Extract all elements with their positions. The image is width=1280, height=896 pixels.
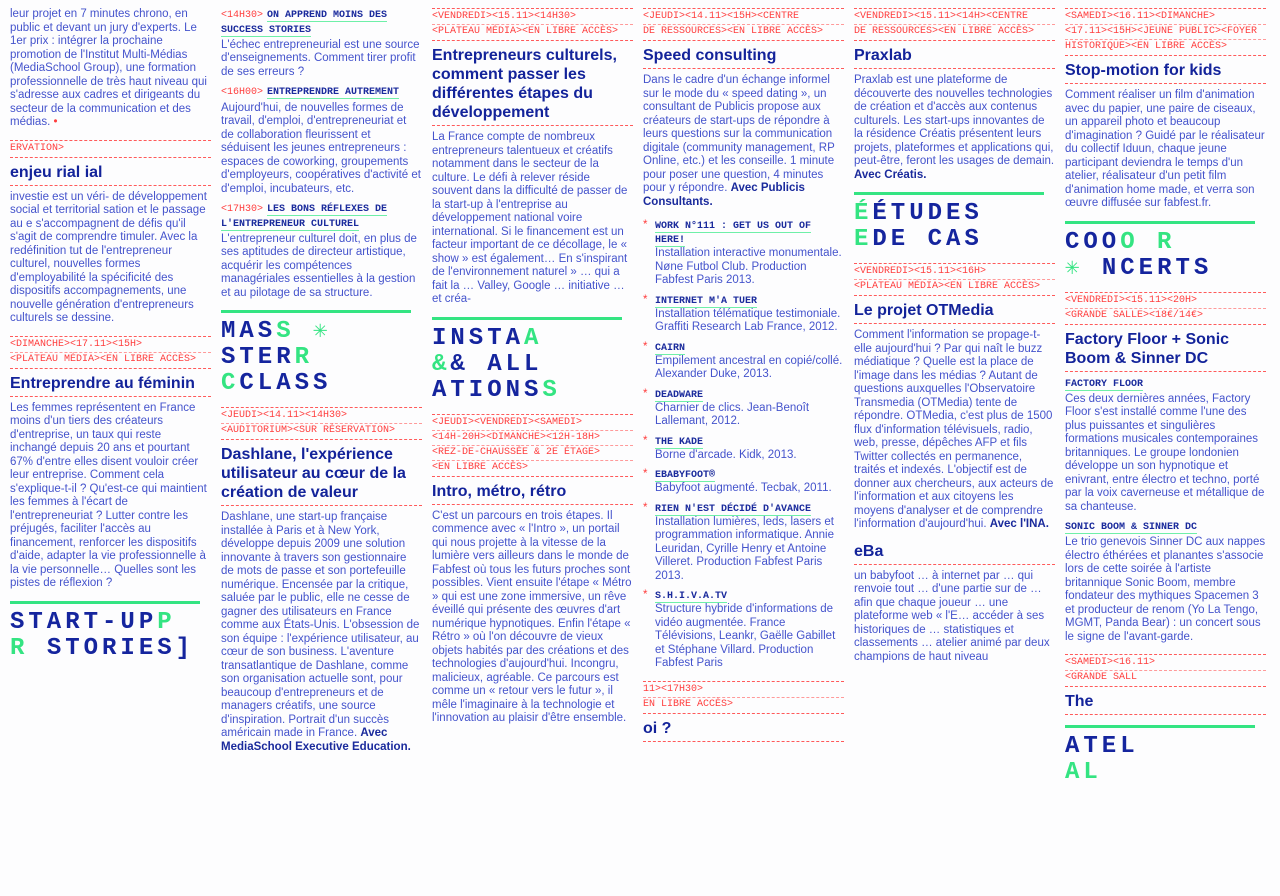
article-title: The [1065,692,1266,715]
work-title: Deadware [655,389,704,402]
stop-motion-article: <SAMEDI><16.11><DIMANCHE> <17.11><15H><JE… [1065,8,1266,211]
work-item: * S.H.I.V.A.TV Structure hybride d'informa… [643,589,844,671]
article-title: Intro, métro, rétro [432,482,633,505]
article-title: Factory Floor + Sonic Boom & Sinner DC [1065,330,1266,372]
concerts-article: <VENDREDI><15.11><20H> <GRANDE SALLE><18€… [1065,291,1266,645]
speed-consulting-article: <JEUDI><14.11><15H><CENTRE DE RESSOURCES>… [643,8,844,209]
asterisk-icon: * [643,468,648,480]
column-1: leur projet en 7 minutes chrono, en publ… [10,8,211,672]
work-description: Charnier de clics. Jean-Benoît Lallemant… [655,401,810,428]
event-tag: ERVATION> [10,139,211,158]
article-title: Entrepreneurs culturels, comment passer … [432,46,633,126]
section-header-installations: INSTAA && ALL ATIONSS [432,316,633,404]
bottom-article: 11><17H30> EN LIBRE ACCÈS> oi ? [643,680,844,742]
event-tag: <SAMEDI><16.11><DIMANCHE> <17.11><15H><JE… [1065,8,1266,56]
work-description: Borne d'arcade. Kidk, 2013. [655,448,797,461]
asterisk-icon: ✳ [313,318,332,345]
asterisk-icon: * [643,293,648,306]
column-6: <SAMEDI><16.11><DIMANCHE> <17.11><15H><JE… [1065,8,1266,796]
article-title: enjeu rial ial [10,163,211,186]
divider [1065,220,1255,224]
divider [432,316,622,320]
asterisk-icon: * [643,589,648,601]
divider [221,310,411,313]
schedule-item: <16H00> Entreprendre autrement Aujourd'hui… [221,87,421,195]
the-article: <SAMEDI><16.11> <GRANDE SALL The [1065,654,1266,715]
work-description: Installation interactive monumentale. Nø… [655,247,842,286]
dashlane-article: <JEUDI><14.11><14H30> <AUDITORIUM><SUR RÉ… [221,407,422,754]
feminin-article: <DIMANCHE><17.11><15H> <PLATEAU MÉDIA><EN… [10,335,211,591]
column-2: <14H30> On apprend moins des success stor… [221,8,422,764]
schedule-item: <14H30> On apprend moins des success stor… [221,10,420,78]
installations-article: <JEUDI><VENDREDI><SAMEDI> <14H-20H><DIMAN… [432,413,633,726]
article-title: Stop-motion for kids [1065,61,1266,84]
event-tag: 11><17H30> EN LIBRE ACCÈS> [643,680,844,714]
event-tag: <JEUDI><VENDREDI><SAMEDI> <14H-20H><DIMAN… [432,413,633,477]
article-title: oi ? [643,719,844,742]
event-tag: <DIMANCHE><17.11><15H> <PLATEAU MÉDIA><EN… [10,335,211,369]
work-description: Structure hybride d'informations de vidé… [655,603,836,669]
work-title: eBabyfoot® [655,470,716,482]
work-item: * Rien n'est décidé d'avance Installation … [643,502,844,584]
asterisk-icon: * [643,219,648,231]
column-3: <VENDREDI><15.11><14H30> <PLATEAU MÉDIA><… [432,8,633,736]
article-title: eBa [854,542,1055,565]
event-tag: <JEUDI><14.11><14H30> <AUDITORIUM><SUR RÉ… [221,407,422,440]
divider [1065,725,1255,728]
column-5: <VENDREDI><15.11><14H><CENTRE DE RESSOURC… [854,8,1055,674]
event-tag: <VENDREDI><15.11><14H30> <PLATEAU MÉDIA><… [432,8,633,41]
work-item: * Work n°111 : Get us out of here! Install… [643,219,844,288]
schedule-list: <14H30> On apprend moins des success stor… [221,8,422,300]
section-header-startup-stories: START-UPP R STORIES] [10,600,211,662]
asterisk-icon: * [643,387,648,400]
article-title: Praxlab [854,46,1055,69]
ebabyfoot-article: eBa un babyfoot … à internet par … qui r… [854,542,1055,665]
asterisk-icon: * [643,501,648,514]
work-item: * eBabyfoot® Babyfoot augmenté. Tecbak, 20… [643,468,844,496]
work-title: Rien n'est décidé d'avance [655,503,812,516]
schedule-item: <17H30> Les bons réflexes de l'entreprene… [221,204,417,299]
article-title: Dashlane, l'expérience utilisateur au cœ… [221,445,422,506]
event-tag: <SAMEDI><16.11> <GRANDE SALL [1065,654,1266,687]
asterisk-icon: * [643,340,648,353]
asterisk-icon: * [643,434,648,447]
praxlab-article: <VENDREDI><15.11><14H><CENTRE DE RESSOURC… [854,8,1055,182]
column-4: <JEUDI><14.11><15H><CENTRE DE RESSOURCES>… [643,8,844,752]
article-title: Entreprendre au féminin [10,374,211,397]
article-title: Le projet OTMedia [854,301,1055,324]
work-description: Installation lumières, leds, lasers et p… [655,515,834,582]
divider [854,192,1044,195]
asterisk-icon: ✳ [1065,254,1084,282]
work-title: Cairn [655,342,686,355]
work-item: * Cairn Empilement ancestral en copié/coll… [643,341,844,382]
end-mark-icon: • [50,116,58,128]
article-title: Speed consulting [643,46,844,69]
work-item: * Deadware Charnier de clics. Jean-Benoît … [643,388,844,429]
work-description: Installation télématique testimoniale. G… [655,307,841,334]
section-header-etudes-de-cas: ÉÉTUDES EDE CAS [854,192,1055,253]
section-header-ateliers: ATEL AL [1065,725,1266,786]
enjeu-article: ERVATION> enjeu rial ial investie est un… [10,139,211,326]
section-header-concerts: COOO R ✳ NCERTS [1065,220,1266,282]
otmedia-article: <VENDREDI><15.11><16H> <PLATEAU MÉDIA><EN… [854,263,1055,532]
culturels-article: <VENDREDI><15.11><14H30> <PLATEAU MÉDIA><… [432,8,633,307]
event-tag: <JEUDI><14.11><15H><CENTRE DE RESSOURCES>… [643,8,844,41]
work-title: S.H.I.V.A.TV [655,591,728,603]
work-item: * The Kade Borne d'arcade. Kidk, 2013. [643,435,844,463]
divider [10,600,200,604]
event-tag: <VENDREDI><15.11><16H> <PLATEAU MÉDIA><EN… [854,263,1055,296]
event-tag: <VENDREDI><15.11><20H> <GRANDE SALLE><18€… [1065,291,1266,325]
works-list: * Work n°111 : Get us out of here! Install… [643,219,844,671]
work-description: Babyfoot augmenté. Tecbak, 2011. [655,482,832,494]
intro-left-text: leur projet en 7 minutes chrono, en publ… [10,8,207,128]
section-header-masterclass: MASS ✳ STERR CCLASS [221,310,422,397]
work-title: The Kade [655,436,704,449]
work-title: Internet m'a tuer [655,295,758,308]
event-tag: <VENDREDI><15.11><14H><CENTRE DE RESSOURC… [854,8,1055,41]
printed-programme: leur projet en 7 minutes chrono, en publ… [10,8,1266,796]
work-description: Empilement ancestral en copié/collé. Ale… [655,354,843,381]
work-item: * Internet m'a tuer Installation télématiq… [643,294,844,335]
work-title: Work n°111 : Get us out of here! [655,221,812,247]
